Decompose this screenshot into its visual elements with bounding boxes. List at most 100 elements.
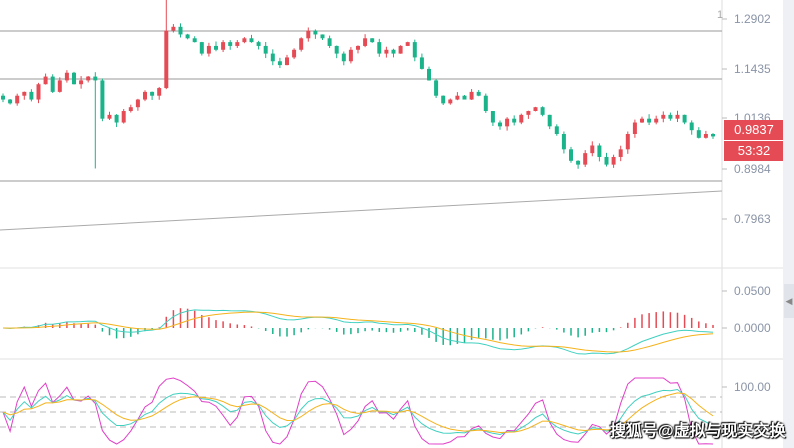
candle-body (107, 114, 112, 119)
candle-body (79, 80, 84, 85)
candle-body (199, 42, 204, 54)
candle-body (561, 134, 566, 150)
candle-body (285, 57, 289, 66)
candle-body (214, 45, 218, 50)
corner-label: 1 (717, 9, 724, 21)
candle-body (164, 30, 169, 89)
candle-body (277, 61, 282, 66)
watermark: 搜狐号@虚拟与现实交换 (610, 423, 786, 440)
side-panel (783, 0, 794, 448)
candle-body (384, 49, 389, 54)
candle-body (135, 99, 140, 108)
candle-body (547, 114, 552, 127)
candle-body (341, 53, 346, 62)
candle-body (128, 107, 133, 112)
candle-body (114, 114, 119, 123)
countdown-tag: 53:32 (724, 141, 784, 161)
candle-body (150, 91, 155, 96)
kdj-tick: 100.00 (734, 380, 771, 394)
candle-body (348, 49, 353, 62)
candle-body (320, 34, 325, 39)
candle-body (618, 149, 623, 157)
candle-body (292, 49, 297, 58)
candle-body (356, 45, 360, 50)
candle-body (8, 99, 13, 104)
candle-body (50, 76, 55, 92)
candle-body (441, 95, 446, 104)
candle-body (93, 76, 98, 81)
candle-body (143, 91, 147, 100)
macd-dif-line (2, 309, 714, 355)
candle-body (462, 95, 467, 100)
candle-body (221, 42, 226, 50)
candle-body (682, 114, 687, 123)
macd-tick: 0.0500 (734, 284, 771, 298)
candle-body (270, 53, 275, 62)
candle-body (412, 42, 417, 58)
candle-body (427, 68, 431, 81)
candle-body (178, 26, 183, 35)
candle-body (192, 38, 197, 43)
candle-body (334, 45, 339, 54)
candle-body (675, 114, 680, 119)
candle-body (689, 122, 694, 131)
price-tick: 1.2902 (734, 12, 771, 26)
candle-body (526, 111, 531, 115)
candle-body (405, 42, 410, 46)
candle-body (668, 114, 673, 119)
candle-body (313, 30, 318, 35)
candle-body (206, 45, 211, 54)
price-tick: 0.7963 (734, 212, 771, 226)
candle-body (100, 80, 105, 119)
candle-body (43, 76, 48, 85)
candle-body (249, 38, 254, 43)
candle-body (363, 38, 368, 46)
candle-body (696, 130, 701, 138)
candle-body (29, 91, 34, 100)
candle-body (569, 149, 573, 161)
candle-body (533, 107, 538, 112)
candle-body (490, 111, 495, 123)
candle-body (505, 118, 510, 127)
candle-body (632, 122, 637, 134)
macd-tick: 0.0000 (734, 321, 771, 335)
macd-dea-line (2, 311, 714, 353)
candle-body (640, 118, 644, 123)
candle-body (121, 111, 126, 123)
candle-body (604, 156, 609, 165)
candle-body (590, 145, 595, 154)
candle-body (57, 80, 62, 92)
candle-body (597, 145, 602, 157)
candle-body (554, 126, 559, 134)
candle-body (256, 42, 261, 46)
candle-body (448, 99, 453, 104)
candle-body (64, 72, 69, 81)
candle-body (498, 122, 502, 127)
candle-body (391, 49, 396, 54)
price-tick: 0.8984 (734, 162, 771, 176)
candle-body (455, 95, 460, 100)
candle-body (370, 38, 375, 43)
candle-body (86, 76, 91, 81)
candle-body (476, 91, 481, 96)
candle-body (377, 42, 382, 54)
candle-body (512, 118, 517, 123)
candle-body (469, 91, 474, 100)
candle-body (661, 114, 666, 119)
candle-body (519, 114, 524, 123)
candle-body (703, 134, 708, 138)
collapse-panel-button[interactable]: ◀ (784, 284, 794, 318)
last-price-tag: 0.9837 (724, 120, 784, 140)
candle-body (625, 134, 630, 150)
candle-body (540, 107, 545, 115)
price-tick: 1.1435 (734, 62, 771, 76)
candle-body (647, 118, 652, 123)
candle-body (72, 72, 76, 85)
kdj-j-line (2, 377, 714, 445)
candle-body (157, 88, 162, 96)
candle-body (654, 118, 659, 123)
candle-body (483, 95, 488, 112)
candle-body (419, 57, 424, 69)
